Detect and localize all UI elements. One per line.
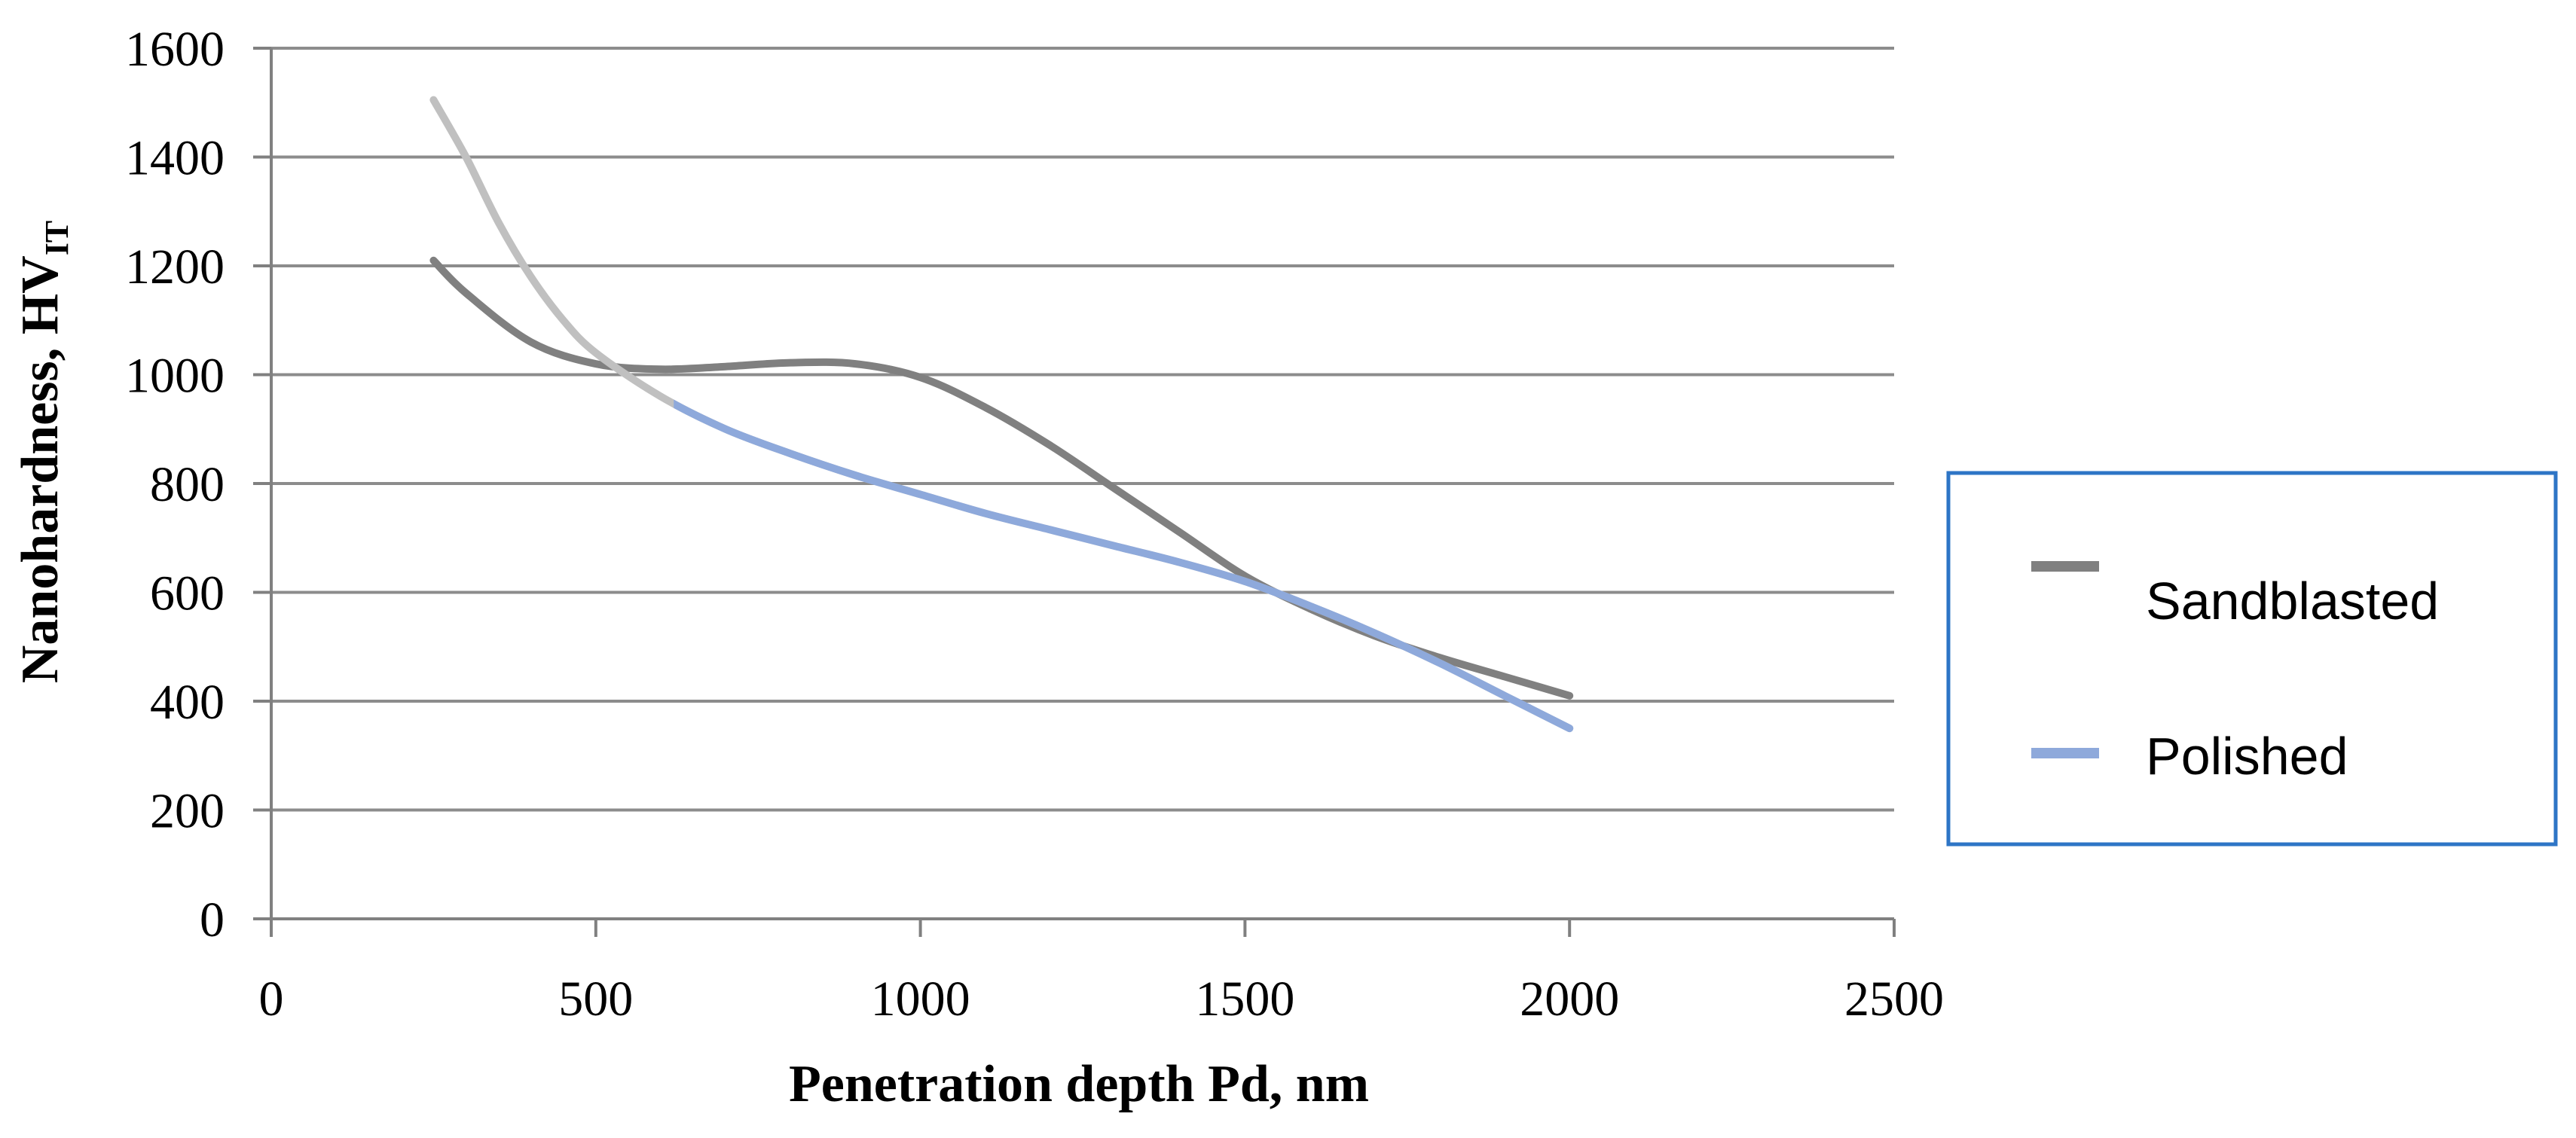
y-axis-title: Nanohardness, HVIT xyxy=(11,221,75,683)
series-line-polished xyxy=(674,399,1574,733)
y-tick-label-400: 400 xyxy=(150,675,225,730)
y-tick-label-1400: 1400 xyxy=(125,131,225,186)
x-tick-label-2000: 2000 xyxy=(1520,972,1619,1027)
gridlines xyxy=(271,47,1894,812)
series-lines xyxy=(429,96,1574,733)
y-tick-label-1200: 1200 xyxy=(125,239,225,294)
legend-label-polished: Polished xyxy=(2146,727,2348,786)
x-tick-label-0: 0 xyxy=(259,972,284,1027)
x-tick-labels: 0 500 1000 1500 2000 2500 xyxy=(259,972,1945,1027)
legend-label-sandblasted: Sandblasted xyxy=(2146,572,2439,630)
y-axis-title-main: Nanohardness, HV xyxy=(11,255,69,683)
series-line-sandblasted xyxy=(429,256,1574,700)
tick-marks xyxy=(253,47,1896,937)
x-axis-title: Penetration depth Pd, nm xyxy=(789,1055,1369,1113)
legend: Sandblasted Polished xyxy=(1946,471,2558,847)
y-tick-labels: 0 200 400 600 800 1000 1200 1400 1600 xyxy=(125,22,225,947)
y-tick-label-600: 600 xyxy=(150,566,225,621)
y-tick-label-0: 0 xyxy=(200,892,225,947)
y-tick-label-1000: 1000 xyxy=(125,349,225,404)
x-tick-label-500: 500 xyxy=(558,972,633,1027)
y-tick-label-200: 200 xyxy=(150,784,225,839)
x-tick-label-2500: 2500 xyxy=(1844,972,1944,1027)
x-tick-label-1000: 1000 xyxy=(871,972,970,1027)
y-tick-label-1600: 1600 xyxy=(125,22,225,77)
x-tick-label-1500: 1500 xyxy=(1195,972,1294,1027)
y-axis-title-subscript: IT xyxy=(38,221,75,255)
y-tick-label-800: 800 xyxy=(150,457,225,512)
legend-box xyxy=(1946,471,2558,847)
